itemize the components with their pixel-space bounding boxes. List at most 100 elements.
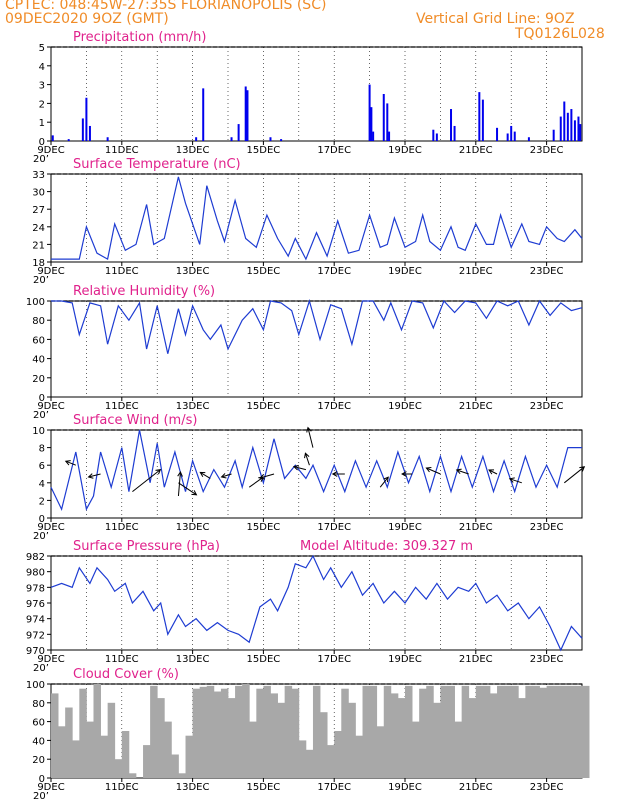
cloud-bar — [567, 685, 576, 778]
cloud-bar — [468, 698, 477, 778]
x-tick-label: 9DEC — [37, 266, 64, 277]
wind-arrow — [563, 466, 585, 484]
wind-arrow-head — [199, 471, 206, 477]
y-tick-label: 2 — [39, 99, 45, 110]
x-tick-label: 13DEC — [176, 654, 210, 665]
panel-rh: 0 20 40 60 80 100 9DEC 11DEC 13DEC 15DEC 17DEC 19DE… — [26, 284, 583, 421]
wind-arrow-head — [488, 469, 495, 475]
x-tick-label: 23DEC — [530, 782, 564, 793]
x-tick-label: 21DEC — [459, 522, 493, 533]
cloud-bar — [376, 726, 385, 778]
wind-arrow — [293, 466, 307, 471]
precip-bar — [513, 131, 516, 141]
precip-bar — [563, 101, 566, 141]
x-tick-label: 11DEC — [105, 522, 139, 533]
x-year-stub: 20’ — [33, 531, 49, 542]
precip-bar — [552, 129, 555, 141]
x-tick-label: 15DEC — [247, 401, 281, 412]
header-grid-line: Vertical Grid Line: 9OZ — [416, 11, 575, 27]
panel-title: Relative Humidity (%) — [73, 284, 215, 299]
wind-arrow — [304, 453, 310, 466]
precip-bar — [368, 84, 371, 141]
x-tick-label: 9DEC — [37, 522, 64, 533]
cloud-bar — [504, 685, 512, 778]
series-line-wind — [50, 429, 582, 511]
wind-arrow-head — [155, 468, 162, 475]
y-tick-label: 24 — [32, 223, 45, 234]
precip-bar — [280, 139, 283, 141]
precip-bar — [244, 86, 247, 141]
cloud-bar — [284, 685, 293, 778]
y-tick-label: 2 — [39, 496, 45, 507]
cloud-bar — [426, 685, 434, 778]
cloud-bar — [454, 721, 463, 778]
cloud-bar — [86, 721, 94, 778]
precip-bar — [269, 137, 272, 141]
x-year-stub: 20’ — [33, 154, 49, 165]
cloud-bar — [291, 688, 300, 778]
cloud-bar — [511, 685, 519, 778]
cloud-bar — [178, 773, 186, 778]
wind-arrow — [488, 469, 498, 475]
x-tick-label: 23DEC — [530, 401, 564, 412]
cloud-bar — [440, 685, 448, 778]
cloud-bar — [51, 693, 59, 778]
frame-rh — [50, 300, 583, 398]
cloud-bar — [305, 749, 314, 778]
y-tick-label: 978 — [26, 583, 45, 594]
y-tick-label: 100 — [26, 680, 45, 691]
cloud-bar — [107, 702, 116, 778]
cloud-bar — [65, 707, 73, 778]
precip-bar — [382, 94, 385, 141]
cloud-bar — [475, 685, 484, 778]
y-tick-label: 33 — [32, 170, 45, 181]
wind-arrow-head — [220, 473, 227, 479]
wind-arrow — [426, 467, 441, 475]
wind-arrow — [248, 476, 264, 488]
precip-bar — [81, 118, 84, 141]
cloud-bar — [270, 693, 278, 778]
x-tick-label: 11DEC — [105, 145, 139, 156]
y-tick-label: 80 — [32, 316, 45, 327]
x-tick-label: 15DEC — [247, 145, 281, 156]
cloud-bar — [320, 712, 328, 778]
precip-bar — [478, 92, 481, 141]
frame-temp — [50, 173, 583, 263]
panel-wind: 0 2 4 6 8 10 9DEC 11DEC 13DEC 15DEC 17DEC 19DEC 21DE… — [32, 413, 586, 542]
cloud-bar — [192, 688, 201, 778]
y-tick-label: 1 — [39, 118, 45, 129]
wind-arrow — [307, 427, 314, 448]
y-tick-label: 0 — [39, 774, 45, 785]
wind-arrow — [178, 482, 197, 496]
wind-arrow-head — [64, 460, 71, 466]
panel-annotation: Model Altitude: 309.327 m — [300, 539, 473, 554]
precip-bar — [88, 125, 91, 141]
panel-precip: 0 1 2 3 4 5 9DEC 11DEC 13DEC 15DEC 17DEC 19DEC 21DEC… — [33, 30, 583, 165]
precip-bar — [246, 90, 249, 141]
y-tick-label: 30 — [32, 188, 45, 199]
cloud-bar — [121, 731, 130, 778]
wind-arrow — [88, 473, 101, 478]
x-year-stub: 20’ — [33, 410, 49, 421]
x-tick-label: 15DEC — [247, 782, 281, 793]
x-tick-label: 21DEC — [459, 782, 493, 793]
y-tick-label: 60 — [32, 718, 45, 729]
x-tick-label: 23DEC — [530, 654, 564, 665]
x-tick-label: 9DEC — [37, 401, 64, 412]
cloud-bar — [327, 745, 335, 778]
cloud-bar — [362, 685, 371, 778]
x-tick-label: 17DEC — [317, 145, 351, 156]
cloud-bar — [560, 685, 569, 778]
y-tick-label: 0 — [39, 393, 45, 404]
wind-arrow-head — [191, 490, 198, 496]
cloud-bar — [447, 685, 455, 778]
y-tick-label: 21 — [32, 240, 45, 251]
cloud-bar — [532, 685, 540, 778]
series-line-temp — [51, 176, 583, 261]
y-tick-label: 80 — [32, 699, 45, 710]
precip-bar — [573, 120, 576, 141]
panel-title: Surface Temperature (nC) — [73, 157, 241, 172]
cloud-bar — [199, 686, 208, 778]
wind-arrow — [379, 476, 389, 488]
y-tick-label: 10 — [32, 426, 45, 437]
